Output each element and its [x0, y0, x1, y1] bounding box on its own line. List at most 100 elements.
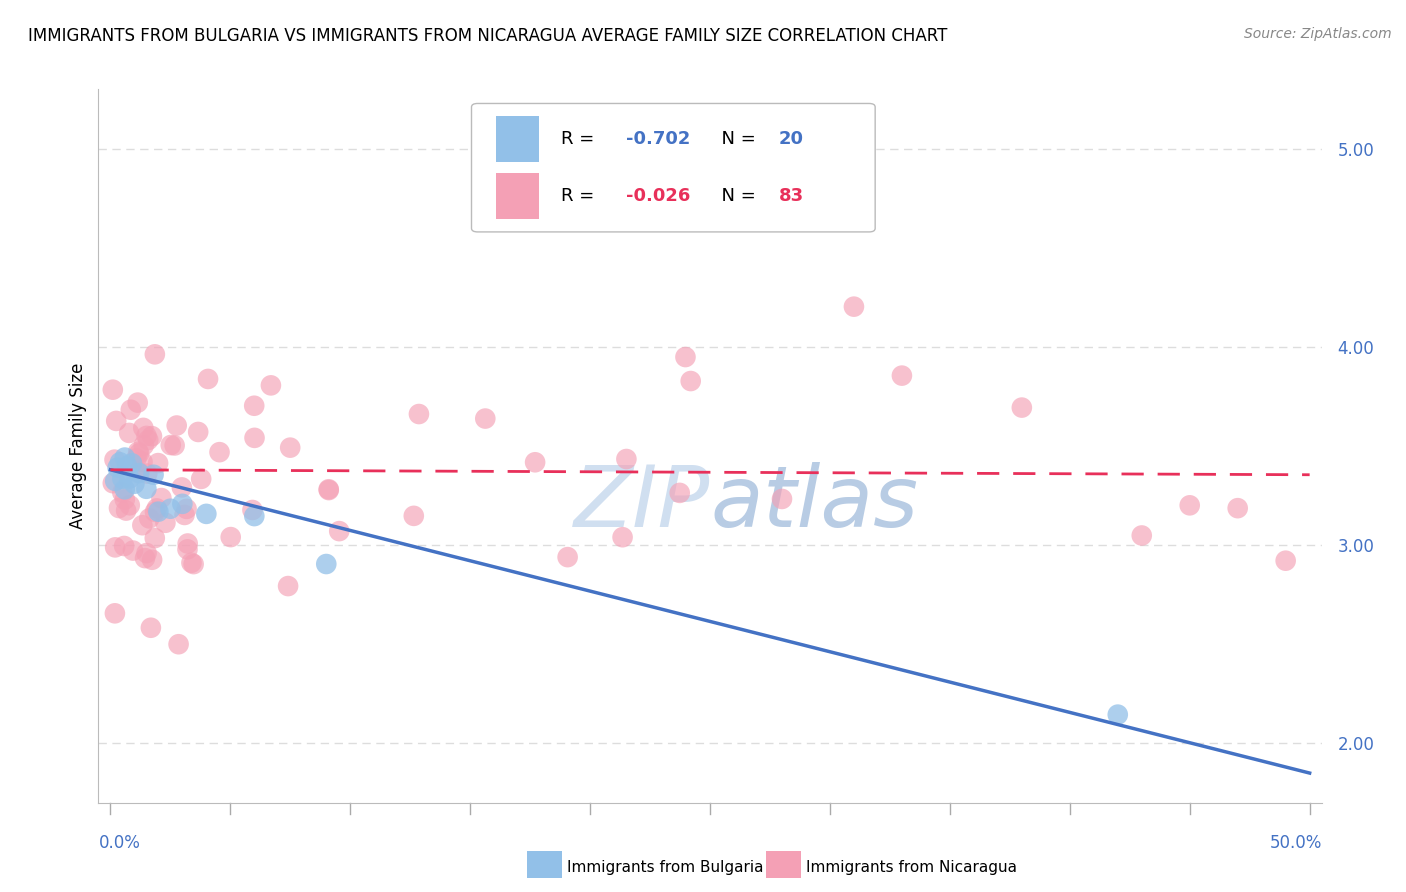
Text: R =: R = [561, 187, 600, 205]
Point [315, 557, 337, 571]
Point [111, 472, 134, 486]
Text: 83: 83 [779, 187, 804, 205]
FancyBboxPatch shape [496, 173, 538, 219]
FancyBboxPatch shape [496, 116, 538, 162]
Point [190, 472, 212, 486]
Text: -0.702: -0.702 [626, 130, 690, 148]
Point [402, 508, 425, 523]
Point [842, 300, 865, 314]
Point [112, 539, 135, 553]
Point [679, 374, 702, 388]
Point [108, 501, 131, 516]
Point [135, 546, 157, 560]
Point [318, 482, 340, 496]
Point [524, 455, 547, 469]
Text: Immigrants from Bulgaria: Immigrants from Bulgaria [567, 860, 763, 874]
Point [135, 429, 157, 443]
Text: IMMIGRANTS FROM BULGARIA VS IMMIGRANTS FROM NICARAGUA AVERAGE FAMILY SIZE CORREL: IMMIGRANTS FROM BULGARIA VS IMMIGRANTS F… [28, 27, 948, 45]
Point [134, 551, 156, 566]
Point [328, 524, 350, 538]
FancyBboxPatch shape [471, 103, 875, 232]
Point [146, 456, 169, 470]
Text: N =: N = [710, 130, 762, 148]
Y-axis label: Average Family Size: Average Family Size [69, 363, 87, 529]
Point [172, 497, 194, 511]
Point [138, 511, 160, 525]
Point [118, 498, 141, 512]
Point [159, 501, 181, 516]
Point [115, 459, 138, 474]
Point [187, 425, 209, 439]
Point [890, 368, 912, 383]
Point [122, 543, 145, 558]
Point [176, 542, 198, 557]
Point [1274, 554, 1296, 568]
Point [166, 418, 188, 433]
Text: atlas: atlas [710, 461, 918, 545]
Point [127, 444, 149, 458]
Text: -0.026: -0.026 [626, 187, 690, 205]
Point [104, 474, 127, 488]
Point [1178, 499, 1201, 513]
Point [101, 383, 124, 397]
Point [195, 507, 218, 521]
Text: ZIP: ZIP [574, 461, 710, 545]
Point [1107, 707, 1129, 722]
Text: 50.0%: 50.0% [1270, 834, 1322, 852]
Point [105, 414, 128, 428]
Point [1226, 501, 1249, 516]
Point [173, 508, 195, 522]
Point [243, 431, 266, 445]
Point [135, 482, 157, 496]
Point [163, 438, 186, 452]
Point [101, 476, 124, 491]
Point [131, 455, 153, 469]
Point [115, 503, 138, 517]
Point [131, 518, 153, 533]
Point [120, 402, 142, 417]
Point [675, 350, 697, 364]
Point [219, 530, 242, 544]
Point [278, 441, 301, 455]
Point [125, 451, 148, 466]
Point [1130, 528, 1153, 542]
Point [142, 467, 165, 482]
Point [176, 501, 198, 516]
Point [159, 438, 181, 452]
Point [242, 503, 264, 517]
Point [277, 579, 299, 593]
Point [139, 621, 162, 635]
Point [243, 399, 266, 413]
Point [408, 407, 430, 421]
Point [114, 450, 136, 465]
Point [118, 472, 141, 486]
Point [128, 446, 150, 460]
Point [474, 411, 496, 425]
Point [155, 516, 177, 530]
Point [146, 501, 169, 516]
Point [107, 460, 129, 475]
Point [143, 505, 166, 519]
Text: Immigrants from Nicaragua: Immigrants from Nicaragua [806, 860, 1017, 874]
Point [127, 465, 149, 479]
Point [114, 492, 136, 507]
Point [197, 372, 219, 386]
Point [132, 438, 155, 452]
Text: 0.0%: 0.0% [98, 834, 141, 852]
Point [770, 491, 793, 506]
Point [141, 429, 163, 443]
Point [111, 485, 134, 500]
Point [668, 486, 690, 500]
Point [148, 505, 170, 519]
Point [141, 553, 163, 567]
Point [108, 455, 131, 469]
Point [557, 550, 579, 565]
Point [150, 491, 173, 505]
Text: Source: ZipAtlas.com: Source: ZipAtlas.com [1244, 27, 1392, 41]
Point [167, 637, 190, 651]
Point [208, 445, 231, 459]
Point [616, 452, 638, 467]
Point [104, 607, 127, 621]
Point [243, 509, 266, 524]
Point [128, 466, 150, 480]
